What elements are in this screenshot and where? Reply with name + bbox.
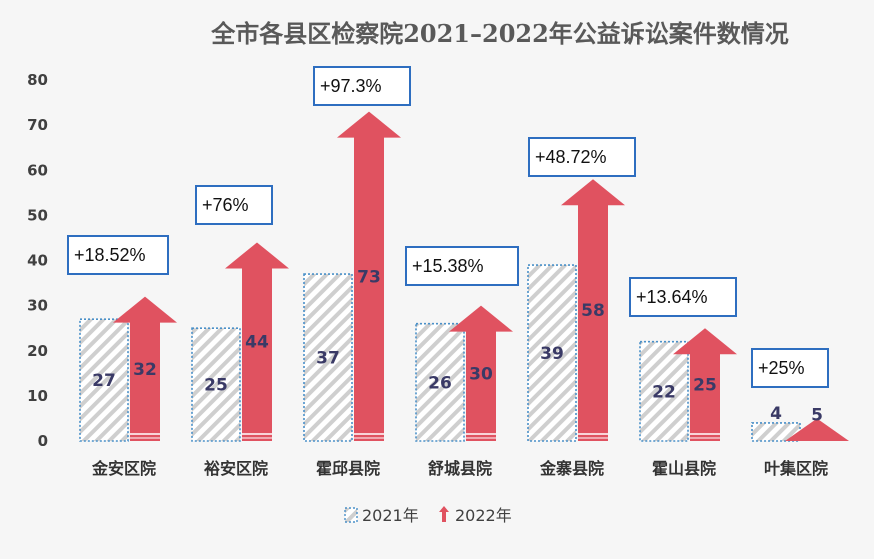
- x-tick-label: 裕安区院: [203, 459, 268, 478]
- bar-2021: [79, 318, 129, 442]
- legend-swatch-2021: [344, 507, 358, 523]
- y-tick-label: 40: [27, 252, 48, 270]
- y-tick-label: 80: [27, 71, 48, 89]
- x-tick-label: 霍邱县院: [316, 459, 380, 478]
- x-tick-label: 霍山县院: [652, 459, 716, 478]
- value-label-2021: 26: [428, 373, 452, 393]
- value-label-2022: 32: [133, 360, 157, 380]
- value-label-2022: 25: [693, 376, 717, 396]
- growth-annotation-text: +97.3%: [320, 76, 382, 96]
- bar-2021: [303, 273, 353, 442]
- y-axis: 0 10 20 30 40 50 60 70 80: [27, 71, 48, 450]
- growth-annotation-box: [405, 246, 519, 286]
- legend: 2021年 2022年: [344, 506, 512, 525]
- value-label-2022: 5: [811, 405, 823, 425]
- value-label-2022: 44: [245, 333, 269, 353]
- growth-annotation-box: [528, 137, 636, 177]
- bars-group: 27 32 25 44 37 73 26 30 39 58 22 25 4 5: [79, 111, 849, 442]
- value-label-2022: 58: [581, 301, 605, 321]
- arrow-2022: [225, 242, 289, 441]
- x-axis: 金安区院 裕安区院 霍邱县院 舒城县院 金寨县院 霍山县院 叶集区院: [91, 459, 828, 478]
- annotations-group: +18.52% +76% +97.3% +15.38% +48.72% +13.64% +2…: [67, 66, 829, 388]
- chart-title: 全市各县区检察院2021–2022年公益诉讼案件数情况: [210, 19, 789, 48]
- x-tick-label: 金安区院: [91, 459, 156, 478]
- bar-2021: [527, 264, 577, 442]
- arrow-2022: [673, 328, 737, 441]
- arrow-2022: [337, 111, 401, 442]
- growth-annotation-text: +48.72%: [535, 147, 607, 167]
- value-label-2021: 39: [540, 344, 564, 364]
- arrow-2022: [449, 305, 513, 441]
- value-label-2021: 27: [92, 371, 116, 391]
- bar-2021: [191, 327, 241, 442]
- x-tick-label: 金寨县院: [539, 459, 604, 478]
- legend-label-2021: 2021年: [362, 506, 419, 525]
- y-tick-label: 50: [27, 206, 48, 224]
- y-tick-label: 0: [38, 432, 48, 450]
- bar-2021: [639, 340, 689, 442]
- value-label-2021: 37: [316, 349, 340, 369]
- arrow-2022: [561, 179, 625, 441]
- growth-annotation-box: [67, 235, 169, 275]
- value-label-2022: 73: [357, 267, 381, 287]
- y-tick-label: 20: [27, 342, 48, 360]
- value-label-2021: 4: [770, 404, 782, 424]
- growth-annotation-box: [195, 185, 273, 225]
- arrow-2022: [785, 418, 849, 441]
- growth-annotation-text: +13.64%: [636, 287, 708, 307]
- x-tick-label: 叶集区院: [764, 459, 828, 478]
- x-tick-label: 舒城县院: [428, 459, 492, 478]
- growth-annotation-text: +15.38%: [412, 256, 484, 276]
- y-tick-label: 30: [27, 297, 48, 315]
- y-tick-label: 70: [27, 116, 48, 134]
- growth-annotation-text: +18.52%: [74, 245, 146, 265]
- growth-annotation-box: [629, 277, 737, 317]
- bar-2021: [415, 322, 465, 442]
- growth-annotation-box: [313, 66, 411, 106]
- growth-annotation-text: +25%: [758, 358, 805, 378]
- legend-label-2022: 2022年: [455, 506, 512, 525]
- value-label-2021: 22: [652, 382, 676, 402]
- y-tick-label: 10: [27, 387, 48, 405]
- value-label-2021: 25: [204, 376, 228, 396]
- arrow-2022: [113, 296, 177, 441]
- value-label-2022: 30: [469, 364, 493, 384]
- y-tick-label: 60: [27, 161, 48, 179]
- growth-annotation-text: +76%: [202, 195, 249, 215]
- growth-annotation-box: [751, 348, 829, 388]
- legend-swatch-2022: [439, 506, 449, 522]
